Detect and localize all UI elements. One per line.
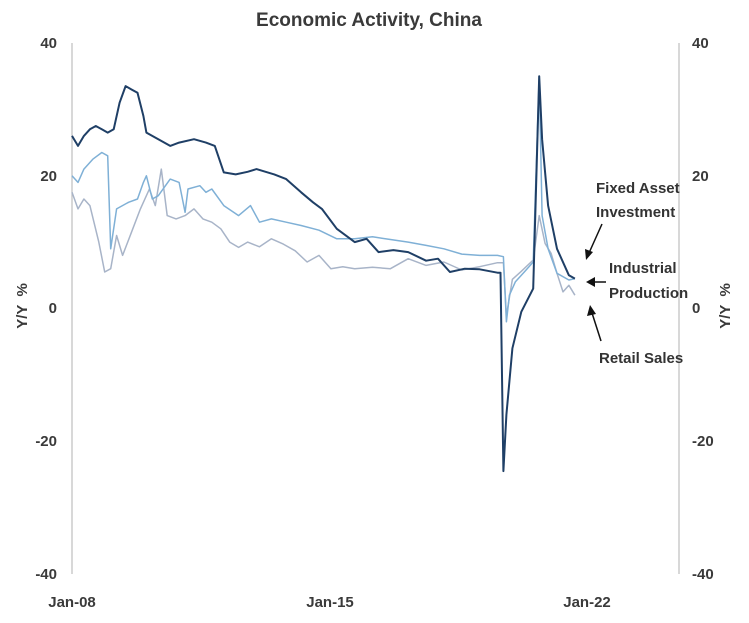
annotation-rs-arrowhead <box>587 305 596 316</box>
x-tick-jan15: Jan-15 <box>306 594 354 611</box>
annotation-rs-line1: Retail Sales <box>599 350 683 367</box>
y-tick-left-neg40: -40 <box>35 566 57 583</box>
y-tick-right-neg40: -40 <box>692 566 714 583</box>
y-ticks-right: 40 20 0 -20 -40 <box>692 35 714 583</box>
x-tick-jan22: Jan-22 <box>563 594 611 611</box>
y-tick-right-neg20: -20 <box>692 433 714 450</box>
y-tick-left-neg20: -20 <box>35 433 57 450</box>
series-line-industrial-production <box>71 75 576 323</box>
y-ticks-left: 40 20 0 -20 -40 <box>35 35 57 583</box>
y-tick-right-0: 0 <box>692 300 700 317</box>
plot-lines <box>71 75 576 473</box>
annotation-fai-line2: Investment <box>596 204 675 221</box>
annotation-fai-line1: Fixed Asset <box>596 180 680 197</box>
y-tick-left-40: 40 <box>40 35 57 52</box>
chart-title: Economic Activity, China <box>256 10 482 31</box>
x-tick-jan08: Jan-08 <box>48 594 96 611</box>
annotation-ip-arrowhead <box>586 277 595 287</box>
y-axis-label-right: Y/Y % <box>717 283 734 329</box>
y-tick-left-0: 0 <box>49 300 57 317</box>
annotation-ip-line1: Industrial <box>609 260 677 277</box>
x-ticks: Jan-08 Jan-15 Jan-22 <box>48 594 611 611</box>
annotation-fai-arrowhead <box>585 249 593 260</box>
annotation-fixed-asset-investment: Fixed Asset Investment <box>585 180 680 260</box>
y-axis-label-left: Y/Y % <box>14 283 31 329</box>
annotation-fai-arrow <box>588 223 603 254</box>
annotation-rs-arrow <box>591 312 602 342</box>
y-tick-left-20: 20 <box>40 168 57 185</box>
annotation-industrial-production: Industrial Production <box>586 260 688 302</box>
series-line-retail-sales <box>71 168 576 317</box>
annotation-retail-sales: Retail Sales <box>587 305 683 367</box>
annotation-ip-line2: Production <box>609 285 688 302</box>
y-tick-right-20: 20 <box>692 168 709 185</box>
series-line-fixed-asset-investment <box>71 75 576 473</box>
y-tick-right-40: 40 <box>692 35 709 52</box>
